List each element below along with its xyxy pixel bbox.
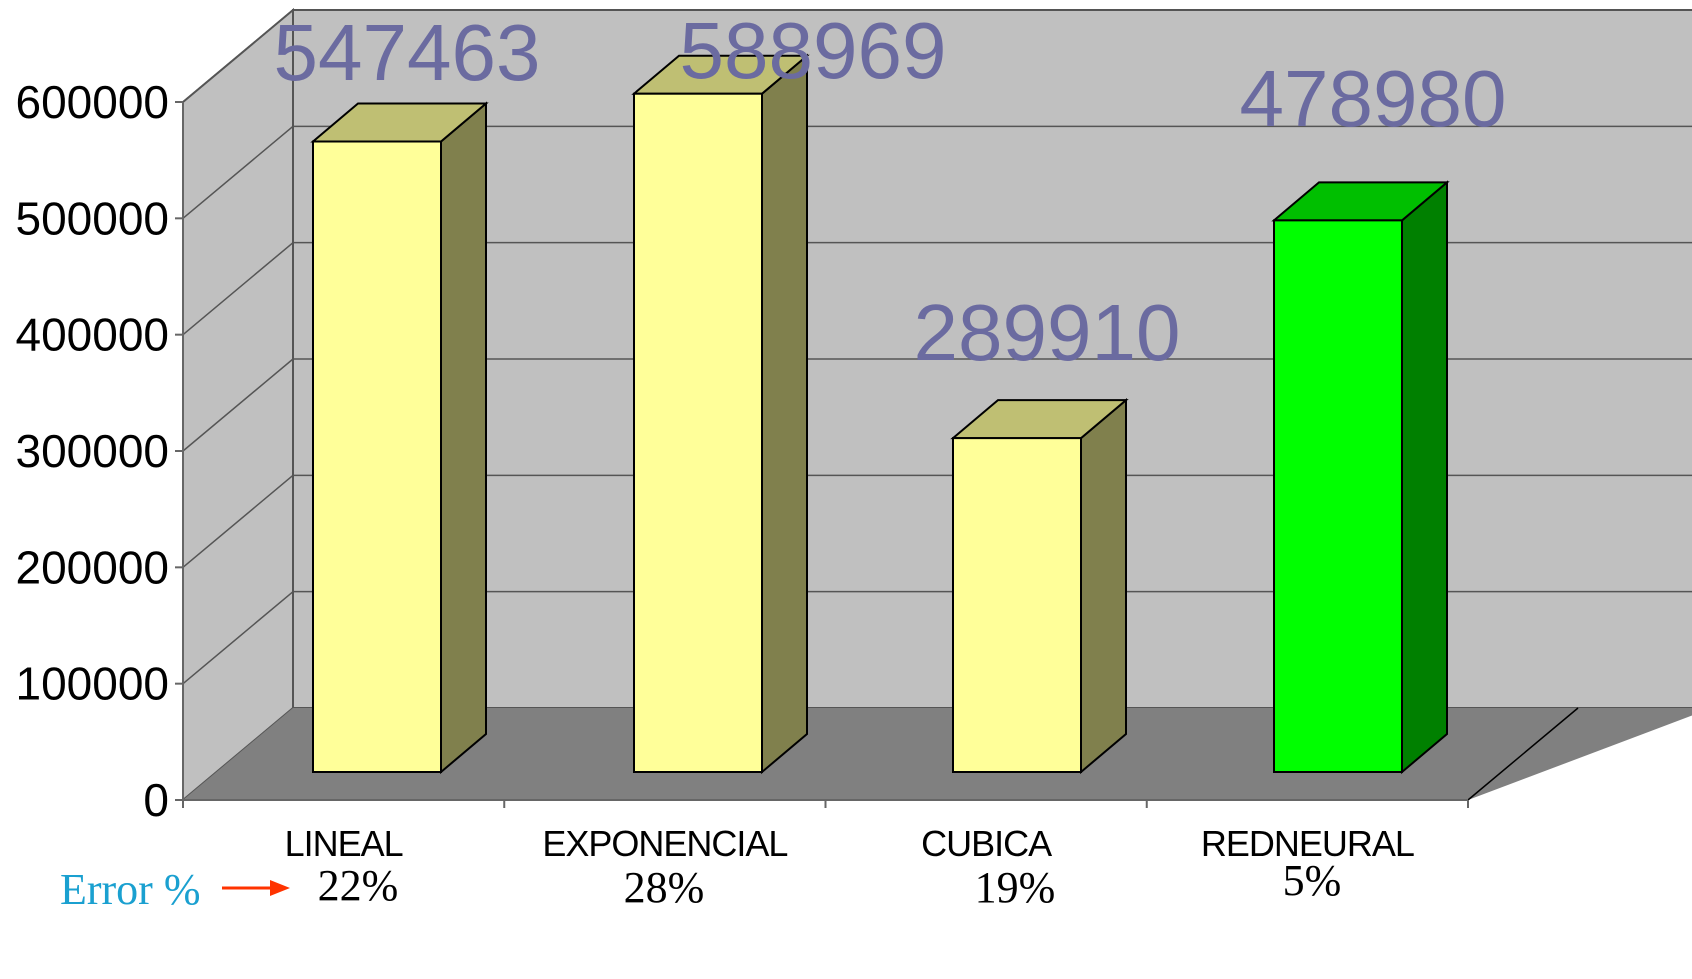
grid-line-diag-6: [182, 9, 294, 103]
category-label-2: CUBICA: [921, 823, 1052, 864]
bar-exponencial: [631, 53, 810, 775]
grid-line-diag-5: [182, 125, 294, 219]
bar-front-2: [952, 437, 1082, 773]
bar-front-1: [633, 92, 763, 773]
category-label-0: LINEAL: [285, 823, 403, 864]
arrow-head: [270, 880, 290, 896]
bar-side-0: [440, 101, 487, 775]
y-tick-label-1: 100000: [16, 658, 170, 710]
grid-line-diag-2: [182, 474, 294, 568]
bar-side-2: [1080, 397, 1127, 775]
bar-side-3: [1401, 180, 1448, 775]
bar-lineal: [310, 101, 489, 775]
bar-cubica: [950, 397, 1129, 775]
axes: 0 100000 200000 300000 400000 500000 600000: [16, 76, 1469, 826]
error-value-3: 5%: [1283, 856, 1342, 905]
bar-side-1: [761, 53, 808, 775]
grid-line-diag-4: [182, 242, 294, 336]
category-label-3: REDNEURAL: [1201, 823, 1414, 864]
data-label-0: 547463: [274, 8, 541, 97]
error-title: Error %: [60, 865, 201, 914]
floor-edge: [1467, 707, 1579, 801]
bars: [310, 53, 1450, 775]
data-label-2: 289910: [914, 288, 1181, 377]
bar-redneural: [1271, 180, 1450, 775]
y-tick-label-2: 200000: [16, 541, 170, 593]
grid-line-diag-3: [182, 358, 294, 452]
labels: 547463 LINEAL 588969 EXPONENCIAL 289910 CUBIC…: [60, 6, 1506, 914]
y-tick-label-4: 400000: [16, 309, 170, 361]
data-label-3: 478980: [1240, 54, 1507, 143]
error-value-2: 19%: [975, 863, 1056, 912]
error-value-1: 28%: [624, 863, 705, 912]
bar-front-0: [312, 140, 442, 773]
bar-front-3: [1273, 219, 1403, 773]
error-value-0: 22%: [318, 861, 399, 910]
y-tick-label-5: 500000: [16, 192, 170, 244]
arrow-icon: [222, 880, 290, 896]
y-tick-label-3: 300000: [16, 425, 170, 477]
y-tick-label-6: 600000: [16, 76, 170, 128]
category-label-1: EXPONENCIAL: [542, 823, 787, 864]
grid-line-diag-1: [182, 591, 294, 685]
y-tick-label-0: 0: [143, 774, 169, 826]
data-label-1: 588969: [680, 6, 947, 95]
